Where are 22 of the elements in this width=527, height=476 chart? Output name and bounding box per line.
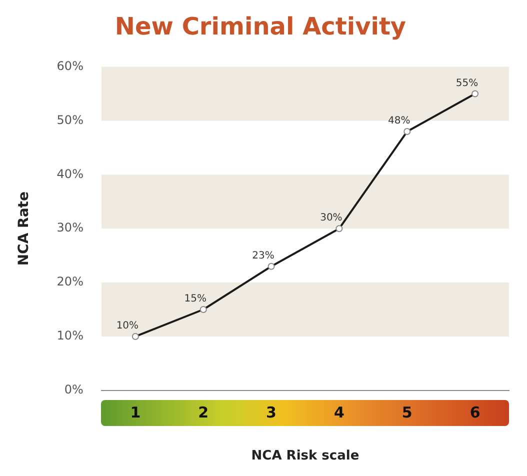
data-label: 55% bbox=[456, 78, 478, 89]
y-tick-label: 60% bbox=[56, 58, 84, 73]
data-label: 15% bbox=[184, 294, 206, 304]
x-tick-label: 5 bbox=[402, 403, 412, 422]
data-label: 23% bbox=[252, 250, 274, 262]
x-axis-title: NCA Risk scale bbox=[251, 448, 360, 464]
chart-title: New Criminal Activity bbox=[114, 12, 406, 41]
x-tick-label: 6 bbox=[470, 403, 480, 422]
y-axis-title: NCA Rate bbox=[16, 192, 32, 266]
y-tick-label: 50% bbox=[56, 112, 84, 127]
y-tick-label: 20% bbox=[56, 274, 84, 289]
x-tick-label: 2 bbox=[198, 403, 209, 422]
data-label: 30% bbox=[320, 212, 342, 224]
x-tick-label: 3 bbox=[266, 403, 276, 422]
y-tick-label: 30% bbox=[56, 220, 84, 235]
x-tick-label: 4 bbox=[334, 403, 344, 422]
y-tick-label: 0% bbox=[64, 382, 84, 397]
data-label: 10% bbox=[116, 320, 139, 332]
y-tick-label: 10% bbox=[56, 328, 84, 343]
data-label: 48% bbox=[388, 116, 410, 127]
y-tick-label: 40% bbox=[56, 166, 84, 181]
x-tick-label: 1 bbox=[130, 403, 141, 422]
